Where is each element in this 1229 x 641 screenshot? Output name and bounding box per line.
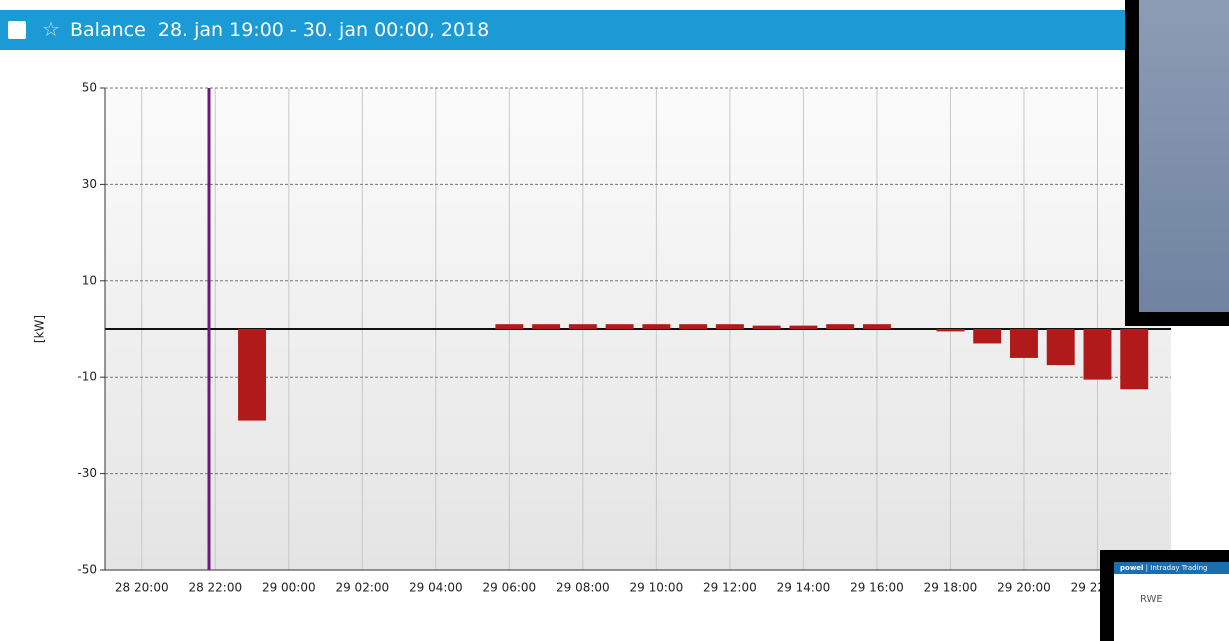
bar [753,326,781,329]
bar [238,329,266,421]
bar [826,324,854,329]
brand: powel [1120,564,1143,572]
app-name: Intraday Trading [1150,564,1207,572]
x-tick-label: 28 20:00 [115,581,169,595]
y-tick-label: -50 [77,563,97,577]
app-bar: powel | Intraday Trading [1114,562,1229,574]
bar [716,324,744,329]
bar [1084,329,1112,380]
x-tick-label: 29 06:00 [483,581,537,595]
x-tick-label: 29 12:00 [703,581,757,595]
bar [679,324,707,329]
x-tick-label: 29 10:00 [630,581,684,595]
x-tick-label: 29 08:00 [556,581,610,595]
bar [1010,329,1038,358]
y-tick-label: 30 [82,177,97,191]
y-tick-label: 50 [82,81,97,95]
y-axis-label: [kW] [33,315,47,343]
bar [1047,329,1075,365]
x-tick-label: 29 20:00 [997,581,1051,595]
y-tick-label: -30 [77,466,97,480]
app-overlay: powel | Intraday Trading RWE [1100,550,1229,641]
y-tick-label: 10 [82,273,97,287]
bar [789,326,817,329]
bar [569,324,597,329]
bar [532,324,560,329]
bar [495,324,523,329]
company[interactable]: RWE [1140,594,1163,605]
x-tick-label: 29 18:00 [924,581,978,595]
x-tick-label: 29 02:00 [335,581,389,595]
photo-overlay [1125,0,1229,326]
photo [1139,0,1229,312]
app-window: powel | Intraday Trading RWE [1114,562,1229,641]
bar [642,324,670,329]
bar [863,324,891,329]
bar [936,329,964,331]
page: {"header": {"title": "Balance 28. jan 19… [0,0,1229,641]
bar [973,329,1001,343]
bar [1120,329,1148,389]
y-tick-label: -10 [77,370,97,384]
x-tick-label: 29 16:00 [850,581,904,595]
x-tick-label: 28 22:00 [188,581,242,595]
bar [606,324,634,329]
x-tick-label: 29 04:00 [409,581,463,595]
x-tick-label: 29 00:00 [262,581,316,595]
x-tick-label: 29 14:00 [777,581,831,595]
chart: [kW] 28 20:00 28 22:00 29 00:00 29 02:00 29 … [0,0,1229,641]
